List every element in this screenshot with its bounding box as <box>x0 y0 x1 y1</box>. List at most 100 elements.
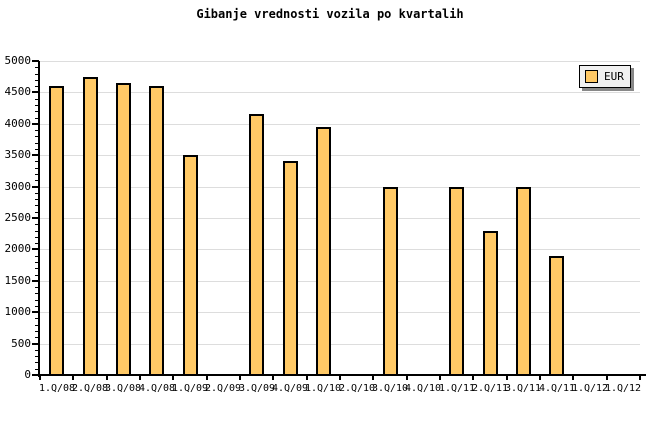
y-axis-minor-tick <box>35 256 39 257</box>
gridline-4000 <box>40 124 640 125</box>
y-axis-minor-tick <box>35 105 39 106</box>
y-axis-tick-label: 2500 <box>4 211 32 224</box>
y-axis-tick-label: 4500 <box>4 85 32 98</box>
gridline-3500 <box>40 155 640 156</box>
y-axis-minor-tick <box>35 174 39 175</box>
y-axis-minor-tick <box>35 143 39 144</box>
gridline-500 <box>40 344 640 345</box>
y-axis-minor-tick <box>35 199 39 200</box>
x-axis-tick <box>406 376 408 380</box>
y-axis-major-tick <box>32 91 39 93</box>
x-axis-tick <box>572 376 574 380</box>
y-axis-minor-tick <box>35 300 39 301</box>
y-axis-minor-tick <box>35 86 39 87</box>
y-axis-minor-tick <box>35 99 39 100</box>
x-axis-tick-label: 3.Q/09 <box>238 383 276 394</box>
y-axis-minor-tick <box>35 193 39 194</box>
y-axis-minor-tick <box>35 243 39 244</box>
y-axis-major-tick <box>32 280 39 282</box>
y-axis-minor-tick <box>35 231 39 232</box>
legend: EUR <box>579 65 631 88</box>
gridline-2000 <box>40 249 640 250</box>
bar-4.Q/08 <box>149 86 164 376</box>
x-axis-tick-label: 4.Q/10 <box>404 383 442 394</box>
x-axis-tick <box>506 376 508 380</box>
x-axis-tick-label: 2.Q/08 <box>71 383 109 394</box>
bar-2.Q/11 <box>483 231 498 376</box>
x-axis-tick <box>139 376 141 380</box>
x-axis-tick-label: 3.Q/10 <box>371 383 409 394</box>
y-axis-minor-tick <box>35 262 39 263</box>
y-axis-minor-tick <box>35 325 39 326</box>
x-axis-tick <box>39 376 41 380</box>
x-axis-tick <box>372 376 374 380</box>
bar-1.Q/10 <box>316 127 331 376</box>
legend-swatch-eur <box>585 70 598 83</box>
y-axis-minor-tick <box>35 362 39 363</box>
y-axis-minor-tick <box>35 337 39 338</box>
x-axis-tick <box>639 376 641 380</box>
y-axis-major-tick <box>32 311 39 313</box>
y-axis-minor-tick <box>35 331 39 332</box>
y-axis-minor-tick <box>35 275 39 276</box>
x-axis-tick <box>339 376 341 380</box>
bar-3.Q/09 <box>249 114 264 376</box>
y-axis-minor-tick <box>35 67 39 68</box>
y-axis-major-tick <box>32 154 39 156</box>
y-axis-minor-tick <box>35 74 39 75</box>
y-axis-minor-tick <box>35 224 39 225</box>
x-axis-tick <box>306 376 308 380</box>
y-axis-minor-tick <box>35 287 39 288</box>
y-axis-tick-label: 1000 <box>4 305 32 318</box>
gridline-5000 <box>40 61 640 62</box>
y-axis-minor-tick <box>35 180 39 181</box>
x-axis-tick-label: 1.Q/12 <box>571 383 609 394</box>
x-axis-tick-label: 4.Q/11 <box>538 383 576 394</box>
x-axis-tick-label: 2.Q/09 <box>204 383 242 394</box>
y-axis-tick-label: 0 <box>24 368 31 381</box>
y-axis-minor-tick <box>35 306 39 307</box>
y-axis-minor-tick <box>35 293 39 294</box>
y-axis-major-tick <box>32 60 39 62</box>
y-axis-minor-tick <box>35 168 39 169</box>
gridline-4500 <box>40 92 640 93</box>
x-axis-tick-label: 1.Q/08 <box>38 383 76 394</box>
y-axis-tick-label: 5000 <box>4 54 32 67</box>
gridline-1000 <box>40 312 640 313</box>
y-axis-tick-label: 4000 <box>4 117 32 130</box>
bar-2.Q/08 <box>83 77 98 376</box>
gridline-3000 <box>40 187 640 188</box>
y-axis-major-tick <box>32 217 39 219</box>
bar-4.Q/09 <box>283 161 298 376</box>
y-axis-minor-tick <box>35 161 39 162</box>
bar-1.Q/11 <box>449 187 464 376</box>
y-axis-minor-tick <box>35 80 39 81</box>
legend-label-eur: EUR <box>604 70 624 83</box>
y-axis-tick-label: 3000 <box>4 180 32 193</box>
y-axis-tick-label: 500 <box>11 337 31 350</box>
x-axis-tick-label: 1.Q/11 <box>438 383 476 394</box>
x-axis-tick <box>206 376 208 380</box>
x-axis-tick-label: 1.Q/12 <box>604 383 642 394</box>
y-axis-minor-tick <box>35 268 39 269</box>
y-axis-minor-tick <box>35 212 39 213</box>
bar-3.Q/08 <box>116 83 131 376</box>
x-axis-tick-label: 2.Q/11 <box>471 383 509 394</box>
y-axis-minor-tick <box>35 350 39 351</box>
x-axis-tick <box>439 376 441 380</box>
y-axis-tick-label: 2000 <box>4 242 32 255</box>
x-axis-tick-label: 4.Q/09 <box>271 383 309 394</box>
x-axis-tick-label: 3.Q/08 <box>104 383 142 394</box>
x-axis-tick <box>72 376 74 380</box>
bar-3.Q/11 <box>516 187 531 376</box>
x-axis-tick <box>172 376 174 380</box>
y-axis-tick-label: 3500 <box>4 148 32 161</box>
y-axis-minor-tick <box>35 237 39 238</box>
bar-1.Q/08 <box>49 86 64 376</box>
y-axis-major-tick <box>32 374 39 376</box>
x-axis-tick-label: 3.Q/11 <box>504 383 542 394</box>
gridline-1500 <box>40 281 640 282</box>
y-axis-major-tick <box>32 248 39 250</box>
x-axis-tick-label: 1.Q/09 <box>171 383 209 394</box>
